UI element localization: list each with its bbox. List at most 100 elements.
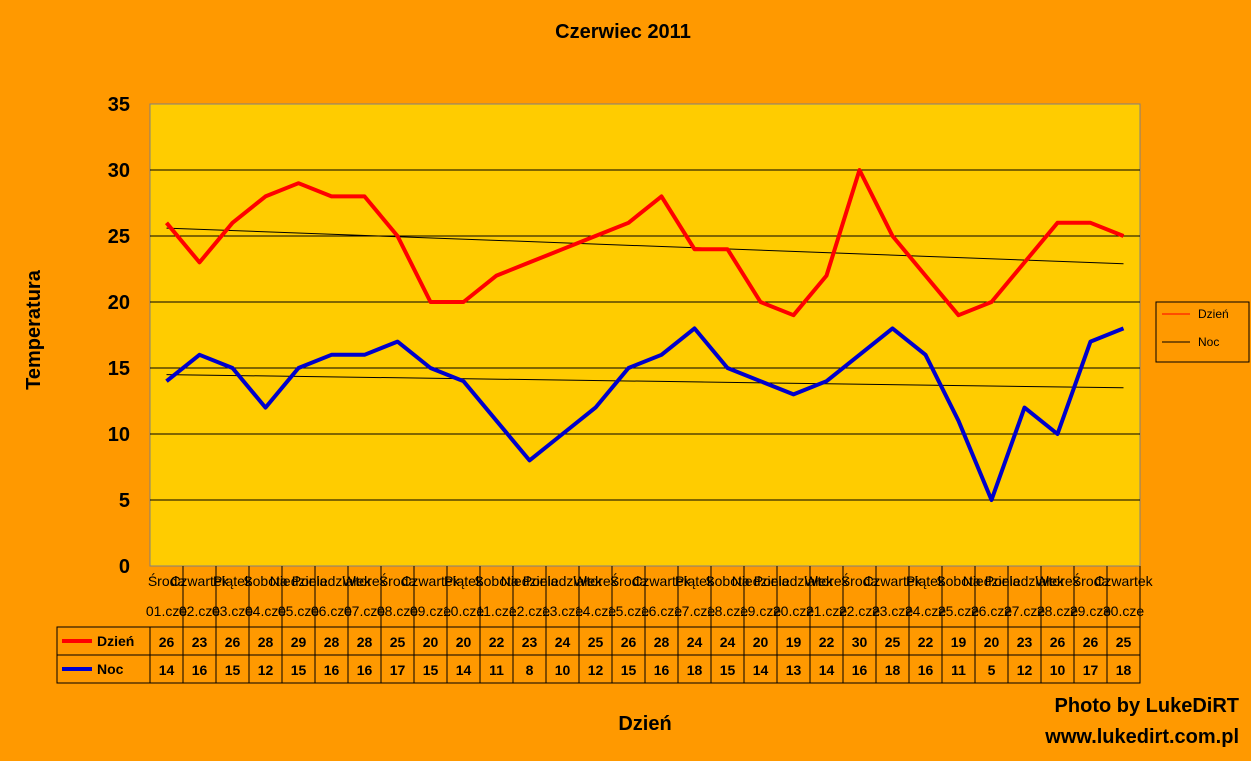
x-axis-label: Dzień — [618, 713, 671, 735]
x-date-label: 20.cze — [773, 603, 814, 619]
x-date-label: 09.cze — [410, 603, 451, 619]
table-cell: 30 — [852, 634, 868, 650]
table-cell: 26 — [1083, 634, 1099, 650]
table-cell: 5 — [988, 662, 996, 678]
table-cell: 11 — [951, 662, 966, 678]
x-date-label: 28.cze — [1037, 603, 1078, 619]
x-weekday-label: Czwartek — [401, 573, 460, 589]
x-date-label: 01.cze — [146, 603, 187, 619]
table-cell: 17 — [1083, 662, 1099, 678]
table-row-label-noc: Noc — [97, 661, 124, 677]
x-weekday-label: Niedziela — [270, 573, 328, 589]
x-weekday-label: Czwartek — [170, 573, 229, 589]
x-date-label: 29.cze — [1070, 603, 1111, 619]
x-date-label: 08.cze — [377, 603, 418, 619]
table-cell: 13 — [786, 662, 802, 678]
table-cell: 28 — [357, 634, 373, 650]
x-weekday-label: Poniedziałek — [754, 573, 834, 589]
x-weekday-label: Wtorek — [1035, 573, 1080, 589]
x-weekday-label: Środa — [610, 572, 648, 589]
chart-title: Czerwiec 2011 — [555, 21, 691, 43]
table-cell: 18 — [1116, 662, 1132, 678]
table-cell: 17 — [390, 662, 406, 678]
table-cell: 24 — [720, 634, 736, 650]
watermark-url: www.lukedirt.com.pl — [1045, 726, 1239, 748]
table-cell: 20 — [456, 634, 472, 650]
legend-box — [1155, 301, 1250, 363]
table-cell: 28 — [258, 634, 274, 650]
x-weekday-label: Wtorek — [342, 573, 387, 589]
table-cell: 24 — [555, 634, 571, 650]
table-cell: 26 — [1050, 634, 1066, 650]
x-weekday-label: Poniedziałek — [292, 573, 372, 589]
y-axis-label: Temperatura — [23, 269, 45, 390]
table-cell: 22 — [489, 634, 505, 650]
table-cell: 25 — [588, 634, 604, 650]
x-weekday-label: Sobota — [243, 573, 288, 589]
table-cell: 20 — [753, 634, 769, 650]
table-cell: 22 — [918, 634, 934, 650]
table-cell: 20 — [984, 634, 1000, 650]
table-cell: 12 — [258, 662, 274, 678]
x-weekday-label: Czwartek — [632, 573, 691, 589]
x-date-label: 21.cze — [806, 603, 847, 619]
x-date-label: 05.cze — [278, 603, 319, 619]
x-weekday-label: Piątek — [213, 573, 253, 589]
x-date-label: 23.cze — [872, 603, 913, 619]
x-weekday-label: Wtorek — [804, 573, 849, 589]
table-cell: 18 — [687, 662, 703, 678]
table-cell: 20 — [423, 634, 439, 650]
table-cell: 16 — [357, 662, 373, 678]
x-date-label: 02.cze — [179, 603, 220, 619]
table-cell: 25 — [885, 634, 901, 650]
x-date-label: 26.cze — [971, 603, 1012, 619]
gridlines — [150, 169, 1140, 501]
table-cell: 19 — [786, 634, 802, 650]
series-lines — [164, 168, 1125, 502]
x-weekday-label: Środa — [379, 572, 417, 589]
x-weekday-label: Czwartek — [863, 573, 922, 589]
x-date-label: 12.cze — [509, 603, 550, 619]
x-date-label: 30.cze — [1103, 603, 1144, 619]
table-cell: 14 — [159, 662, 175, 678]
x-date-label: 06.cze — [311, 603, 352, 619]
x-date-label: 15.cze — [608, 603, 649, 619]
x-date-label: 22.cze — [839, 603, 880, 619]
table-cell: 16 — [852, 662, 868, 678]
table-row-label-dzien: Dzień — [97, 633, 134, 649]
legend-label: Noc — [1198, 335, 1219, 349]
trendline-noc — [166, 374, 1124, 389]
table-cell: 8 — [526, 662, 534, 678]
x-weekday-label: Wtorek — [573, 573, 618, 589]
x-date-label: 25.cze — [938, 603, 979, 619]
y-tick-label: 5 — [119, 490, 130, 512]
watermark-credit: Photo by LukeDiRT — [1054, 695, 1239, 717]
table-cell: 23 — [522, 634, 538, 650]
trendline-dzie — [166, 227, 1124, 265]
x-date-label: 07.cze — [344, 603, 385, 619]
table-cell: 16 — [324, 662, 340, 678]
x-date-label: 03.cze — [212, 603, 253, 619]
x-date-label: 27.cze — [1004, 603, 1045, 619]
x-weekday-label: Środa — [148, 572, 186, 589]
y-tick-label: 30 — [108, 160, 130, 182]
x-weekday-labels: ŚrodaCzwartekPiątekSobotaNiedzielaPonied… — [148, 572, 1154, 589]
x-date-labels: 01.cze02.cze03.cze04.cze05.cze06.cze07.c… — [146, 603, 1144, 619]
x-date-label: 19.cze — [740, 603, 781, 619]
table-cell: 15 — [291, 662, 307, 678]
x-date-label: 16.cze — [641, 603, 682, 619]
x-date-label: 24.cze — [905, 603, 946, 619]
table-cell: 16 — [918, 662, 934, 678]
x-date-label: 04.cze — [245, 603, 286, 619]
x-weekday-label: Sobota — [705, 573, 750, 589]
x-weekday-label: Niedziela — [501, 573, 559, 589]
table-cell: 10 — [1050, 662, 1066, 678]
table-cell: 14 — [456, 662, 472, 678]
table-cell: 24 — [687, 634, 703, 650]
table-cell: 28 — [324, 634, 340, 650]
legend-label: Dzień — [1198, 307, 1229, 321]
data-table: Dzień 26 23 26 28 29 28 28 25 20 20 22 23 24 25 26 28 24 2… — [56, 566, 1141, 684]
x-date-label: 17.cze — [674, 603, 715, 619]
table-cell: 14 — [819, 662, 835, 678]
x-weekday-label: Czwartek — [1094, 573, 1153, 589]
